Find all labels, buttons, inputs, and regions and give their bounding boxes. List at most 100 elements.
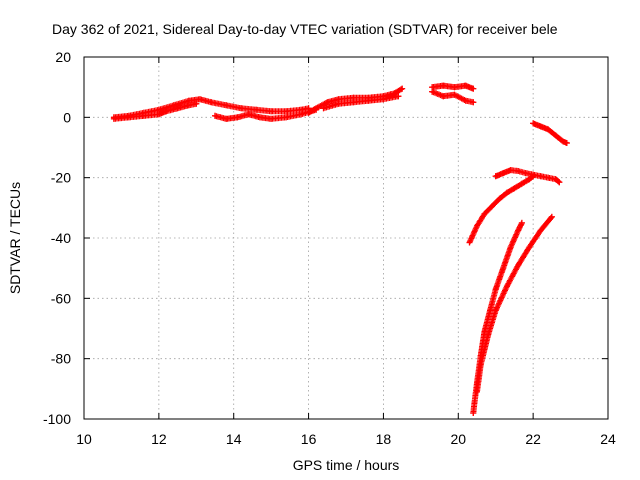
data-point (197, 96, 204, 103)
data-point (537, 227, 544, 234)
data-point (320, 105, 327, 112)
data-point (256, 114, 263, 121)
data-point (487, 307, 494, 314)
series-arc-20h-lower (429, 88, 477, 106)
x-tick-label: 14 (226, 431, 242, 447)
data-point (283, 108, 290, 115)
data-point (530, 120, 537, 127)
data-point (548, 213, 555, 220)
series-arc-late-top (530, 120, 570, 146)
series-arc-20h-upper (429, 82, 477, 92)
data-point (507, 244, 514, 251)
data-point (477, 361, 484, 368)
x-tick-labels: 10 12 14 16 18 20 22 24 (76, 431, 616, 447)
x-tick-label: 24 (600, 431, 616, 447)
data-point (537, 173, 544, 180)
y-axis-title: SDTVAR / TECUs (7, 182, 23, 294)
x-tick-label: 12 (151, 431, 167, 447)
data-point (474, 388, 480, 395)
y-tick-label: -80 (51, 351, 71, 367)
data-point (492, 173, 499, 180)
data-point (245, 111, 252, 118)
data-point (399, 85, 406, 92)
data-point (560, 138, 567, 145)
data-point (335, 100, 342, 107)
data-point (545, 174, 552, 181)
data-point (500, 265, 507, 272)
data-point (556, 179, 563, 186)
data-point (298, 111, 305, 118)
data-point (507, 167, 514, 174)
data-points (110, 82, 570, 416)
data-point (470, 99, 477, 106)
data-point (537, 123, 544, 130)
data-point (496, 195, 503, 202)
plot-frame (83, 56, 609, 420)
data-point (470, 409, 477, 416)
data-point (552, 132, 559, 139)
data-point (110, 115, 117, 122)
data-point (563, 139, 570, 146)
data-point (545, 126, 552, 133)
x-tick-label: 20 (450, 431, 466, 447)
data-point (395, 93, 402, 100)
y-tick-label: -20 (51, 170, 71, 186)
data-point (268, 108, 275, 115)
y-tick-label: 0 (63, 109, 71, 125)
data-point (238, 105, 245, 112)
series-markers (466, 173, 537, 246)
data-point (234, 114, 241, 121)
data-point (526, 244, 533, 251)
data-point (440, 93, 447, 100)
y-tick-label: -60 (51, 290, 71, 306)
data-point (223, 102, 230, 109)
data-point (500, 170, 507, 177)
x-tick-label: 18 (376, 431, 392, 447)
x-axis-title: GPS time / hours (293, 457, 400, 473)
chart-title: Day 362 of 2021, Sidereal Day-to-day VTE… (52, 21, 558, 37)
series-arc-steep-a (466, 173, 537, 246)
data-point (522, 170, 529, 177)
data-point (488, 203, 495, 210)
data-point (140, 112, 147, 119)
data-point (155, 111, 162, 118)
data-point (429, 88, 436, 95)
data-point (324, 99, 331, 106)
data-point (474, 222, 480, 229)
data-point (515, 262, 522, 269)
data-point (462, 82, 469, 89)
data-point (503, 283, 510, 290)
y-tick-label: 20 (55, 49, 71, 65)
data-point (391, 90, 398, 97)
data-point (174, 105, 181, 112)
data-point (212, 112, 218, 119)
data-point (305, 109, 312, 116)
series-markers (530, 120, 570, 146)
data-point (511, 185, 518, 192)
series-arc-rise-lower (320, 93, 402, 112)
data-point (503, 189, 510, 196)
data-point (515, 168, 522, 175)
data-point (185, 102, 192, 109)
series-arc-main-b (110, 100, 200, 122)
data-point (451, 84, 458, 91)
series-markers (429, 88, 477, 106)
x-tick-label: 16 (301, 431, 317, 447)
data-point (492, 286, 499, 293)
data-point (380, 96, 387, 103)
data-point (350, 99, 357, 106)
data-point (530, 173, 537, 180)
data-point (526, 176, 533, 183)
data-point (451, 91, 458, 98)
data-point (481, 210, 488, 217)
data-point (470, 85, 477, 92)
data-point (440, 82, 447, 89)
series-arc-steep-c (474, 213, 555, 395)
data-point (223, 115, 230, 122)
data-point (518, 180, 525, 187)
data-point (552, 176, 559, 183)
data-point (163, 108, 170, 115)
data-point (313, 105, 320, 112)
data-point (462, 97, 469, 104)
data-point (283, 114, 290, 121)
